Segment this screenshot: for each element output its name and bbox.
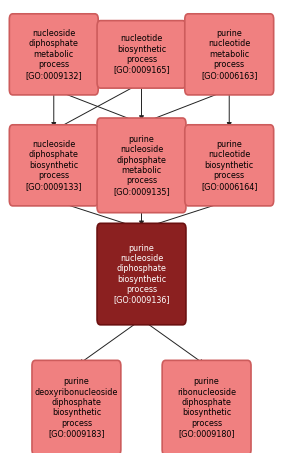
FancyBboxPatch shape xyxy=(9,125,98,206)
Text: purine
deoxyribonucleoside
diphosphate
biosynthetic
process
[GO:0009183]: purine deoxyribonucleoside diphosphate b… xyxy=(35,377,118,438)
Text: purine
ribonucleoside
diphosphate
biosynthetic
process
[GO:0009180]: purine ribonucleoside diphosphate biosyn… xyxy=(177,377,236,438)
FancyBboxPatch shape xyxy=(32,361,121,453)
Text: purine
nucleotide
metabolic
process
[GO:0006163]: purine nucleotide metabolic process [GO:… xyxy=(201,29,258,80)
FancyBboxPatch shape xyxy=(185,14,274,95)
Text: nucleotide
biosynthetic
process
[GO:0009165]: nucleotide biosynthetic process [GO:0009… xyxy=(113,34,170,74)
FancyBboxPatch shape xyxy=(97,20,186,88)
Text: purine
nucleoside
diphosphate
biosynthetic
process
[GO:0009136]: purine nucleoside diphosphate biosynthet… xyxy=(113,244,170,304)
Text: purine
nucleotide
biosynthetic
process
[GO:0006164]: purine nucleotide biosynthetic process [… xyxy=(201,140,258,191)
FancyBboxPatch shape xyxy=(162,361,251,453)
FancyBboxPatch shape xyxy=(185,125,274,206)
FancyBboxPatch shape xyxy=(97,223,186,325)
FancyBboxPatch shape xyxy=(97,118,186,213)
FancyBboxPatch shape xyxy=(9,14,98,95)
Text: nucleoside
diphosphate
metabolic
process
[GO:0009132]: nucleoside diphosphate metabolic process… xyxy=(25,29,82,80)
Text: nucleoside
diphosphate
biosynthetic
process
[GO:0009133]: nucleoside diphosphate biosynthetic proc… xyxy=(25,140,82,191)
Text: purine
nucleoside
diphosphate
metabolic
process
[GO:0009135]: purine nucleoside diphosphate metabolic … xyxy=(113,135,170,196)
